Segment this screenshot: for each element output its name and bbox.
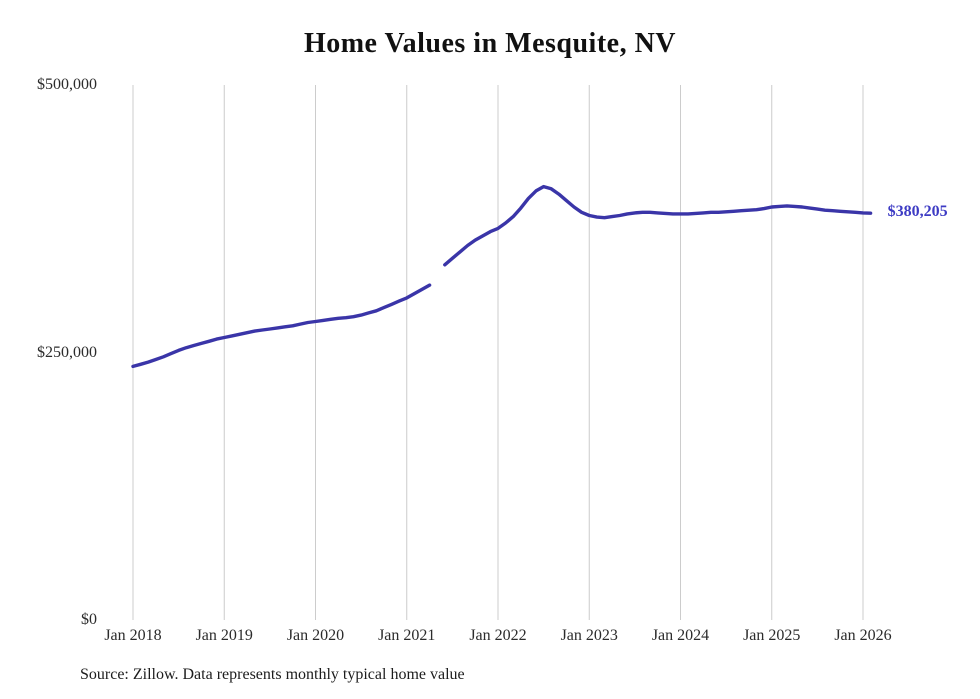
x-tick-jan-2018: Jan 2018	[104, 627, 162, 644]
y-tick-250000: $250,000	[37, 343, 97, 361]
x-tick-jan-2026: Jan 2026	[834, 627, 892, 644]
source-note: Source: Zillow. Data represents monthly …	[80, 666, 465, 683]
x-tick-jan-2020: Jan 2020	[286, 627, 345, 644]
x-tick-jan-2021: Jan 2021	[378, 627, 436, 644]
y-tick-500000: $500,000	[37, 76, 97, 93]
x-tick-jan-2022: Jan 2022	[469, 627, 527, 644]
latest-value-label: $380,205	[887, 203, 948, 221]
chart-title: Home Values in Mesquite, NV	[303, 28, 677, 59]
home-value-line	[131, 184, 873, 369]
x-tick-jan-2025: Jan 2025	[743, 627, 801, 644]
x-tick-jan-2019: Jan 2019	[195, 627, 253, 644]
x-tick-jan-2024: Jan 2024	[651, 627, 710, 644]
x-tick-jan-2023: Jan 2023	[560, 627, 618, 644]
y-tick-0: $0	[81, 611, 97, 628]
